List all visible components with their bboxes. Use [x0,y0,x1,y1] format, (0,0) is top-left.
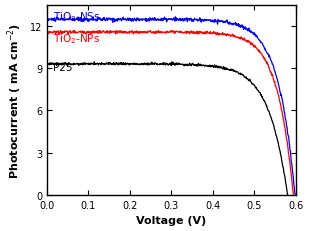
Y-axis label: Photocurrent ( mA cm$^{-2}$): Photocurrent ( mA cm$^{-2}$) [6,23,24,178]
X-axis label: Voltage (V): Voltage (V) [136,216,206,225]
Text: P25: P25 [53,63,73,73]
Text: TiO$_2$-NPs: TiO$_2$-NPs [53,32,100,46]
Text: TiO$_2$-NSs: TiO$_2$-NSs [53,11,101,24]
